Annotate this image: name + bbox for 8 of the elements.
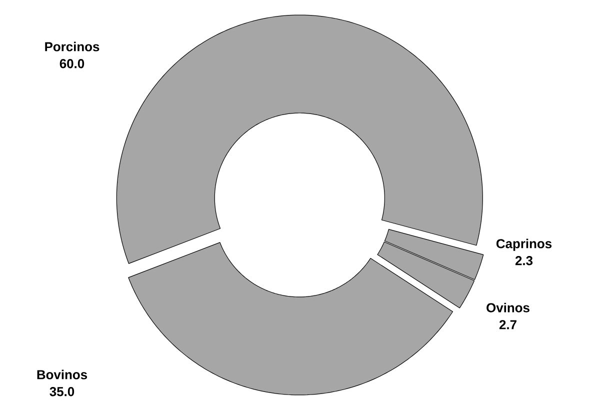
slice-label: Caprinos bbox=[496, 238, 552, 251]
data-label: 60.0 bbox=[60, 59, 84, 68]
slice-label: Bovinos bbox=[37, 370, 88, 380]
data-label: 2.7 bbox=[499, 320, 516, 330]
slice-label: Porcinos bbox=[45, 42, 100, 52]
data-label: 2.3 bbox=[515, 256, 533, 266]
data-label: 35.0 bbox=[50, 387, 74, 396]
slice-label: Ovinos bbox=[486, 302, 530, 312]
